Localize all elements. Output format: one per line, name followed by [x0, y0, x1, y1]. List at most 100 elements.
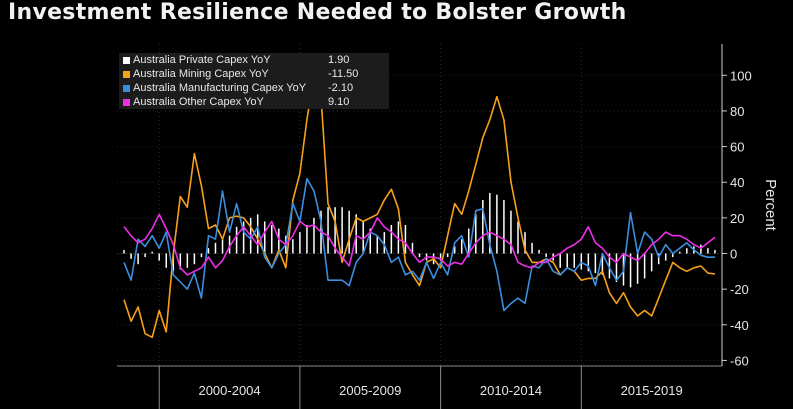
private-capex-bar: [397, 221, 400, 254]
y-tick-label: -40: [730, 318, 749, 333]
private-capex-bar: [137, 253, 139, 265]
private-capex-bar: [580, 253, 583, 270]
private-capex-bar: [657, 253, 660, 265]
private-capex-bar: [404, 224, 407, 254]
chart-title: Investment Resilience Needed to Bolster …: [8, 0, 627, 25]
series-lines: [123, 74, 716, 339]
legend-swatch: [123, 85, 130, 92]
private-capex-bar: [418, 253, 421, 258]
private-capex-bar: [383, 232, 386, 254]
private-capex-bar: [679, 251, 681, 254]
legend-value: 1.90: [328, 54, 350, 66]
private-capex-bar: [362, 221, 364, 254]
private-capex-bar: [242, 221, 245, 254]
private-capex-bar: [517, 221, 519, 254]
legend-label: Australia Other Capex YoY: [133, 96, 264, 108]
private-capex-bar: [700, 244, 702, 254]
private-capex-bar: [636, 253, 639, 284]
private-capex-bar: [503, 200, 505, 254]
legend-label: Australia Private Capex YoY: [133, 54, 271, 66]
private-capex-bar: [601, 253, 604, 275]
private-capex-bar: [608, 253, 611, 279]
private-capex-bar: [179, 253, 182, 270]
y-tick-label: 0: [730, 247, 737, 262]
private-capex-bar: [467, 228, 470, 254]
private-capex-bar: [510, 210, 512, 254]
x-tick-label: 2015-2019: [621, 383, 683, 398]
y-tick-label: -20: [730, 282, 749, 297]
private-capex-bar: [672, 253, 674, 258]
private-capex-bar: [629, 253, 632, 288]
private-capex-bar: [355, 214, 357, 254]
private-capex-bar: [341, 207, 343, 254]
private-capex-bar: [376, 235, 379, 254]
private-capex-bar: [707, 248, 709, 254]
legend-swatch: [123, 57, 130, 64]
private-capex-bar: [446, 253, 449, 258]
y-tick-label: 20: [730, 211, 744, 226]
series-line-australia-manufacturing-capex-yoy: [123, 177, 715, 312]
x-tick-label: 2005-2009: [339, 383, 401, 398]
legend-swatch: [123, 71, 130, 78]
private-capex-bar: [299, 232, 301, 254]
private-capex-bar: [348, 210, 350, 254]
private-capex-bar: [327, 207, 329, 254]
private-capex-bar: [369, 228, 372, 254]
private-capex-bar: [271, 224, 273, 254]
private-capex-bar: [587, 253, 590, 272]
private-capex-bar: [545, 253, 547, 258]
private-capex-bar: [524, 232, 526, 254]
private-capex-bar: [686, 248, 688, 254]
legend-value: -2.10: [328, 82, 354, 94]
private-capex-bar: [453, 246, 456, 254]
y-tick-label: 100: [730, 68, 752, 83]
private-capex-bar: [263, 221, 266, 254]
private-capex-bar: [130, 253, 132, 259]
y-tick-label: 40: [730, 175, 744, 190]
private-capex-bar: [334, 207, 336, 254]
legend-value: -11.50: [328, 68, 359, 80]
private-capex-bar: [531, 242, 533, 254]
y-tick-label: -60: [730, 353, 749, 368]
private-capex-bar: [235, 226, 238, 254]
legend-swatch: [123, 99, 130, 106]
private-capex-bar: [475, 214, 477, 254]
private-capex-bar: [221, 239, 224, 254]
y-tick-label: 80: [730, 104, 744, 119]
private-capex-bar: [390, 224, 393, 254]
series-line-australia-mining-capex-yoy: [123, 74, 716, 339]
private-capex-bar: [566, 253, 568, 268]
private-capex-bar: [538, 249, 540, 254]
private-capex-bar: [460, 239, 463, 254]
private-capex-bar: [664, 253, 667, 261]
x-tick-label: 2000-2004: [198, 383, 260, 398]
private-capex-bar: [158, 253, 160, 261]
private-capex-bar: [439, 253, 442, 261]
private-capex-bar: [151, 251, 153, 254]
private-capex-bar: [123, 249, 125, 254]
private-capex-bar: [573, 253, 576, 268]
private-capex-bar: [643, 253, 646, 279]
private-capex-bar: [186, 253, 189, 268]
private-capex-bar: [207, 248, 210, 254]
private-capex-bar: [594, 253, 597, 274]
private-capex-bar: [214, 242, 217, 254]
private-capex-bar: [292, 239, 294, 254]
private-capex-bar: [278, 228, 280, 254]
private-capex-bar: [559, 253, 561, 268]
legend-value: 9.10: [328, 96, 350, 108]
private-capex-bar: [650, 253, 653, 272]
private-capex-bar: [615, 253, 618, 283]
legend: Australia Private Capex YoY 1.90 Austral…: [119, 53, 389, 109]
private-capex-bar: [496, 194, 498, 254]
axes: 2000-2004 2005-2009 2010-2014 2015-2019 -60 -…: [117, 44, 779, 409]
private-capex-bar: [313, 217, 315, 254]
private-capex-bar: [144, 253, 146, 258]
x-tick-label: 2010-2014: [480, 383, 542, 398]
private-capex-bar: [306, 224, 308, 254]
y-axis-label: Percent: [762, 179, 779, 232]
legend-label: Australia Mining Capex YoY: [133, 68, 269, 80]
series-line-australia-other-capex-yoy: [123, 213, 716, 276]
private-capex-bar: [228, 235, 231, 254]
